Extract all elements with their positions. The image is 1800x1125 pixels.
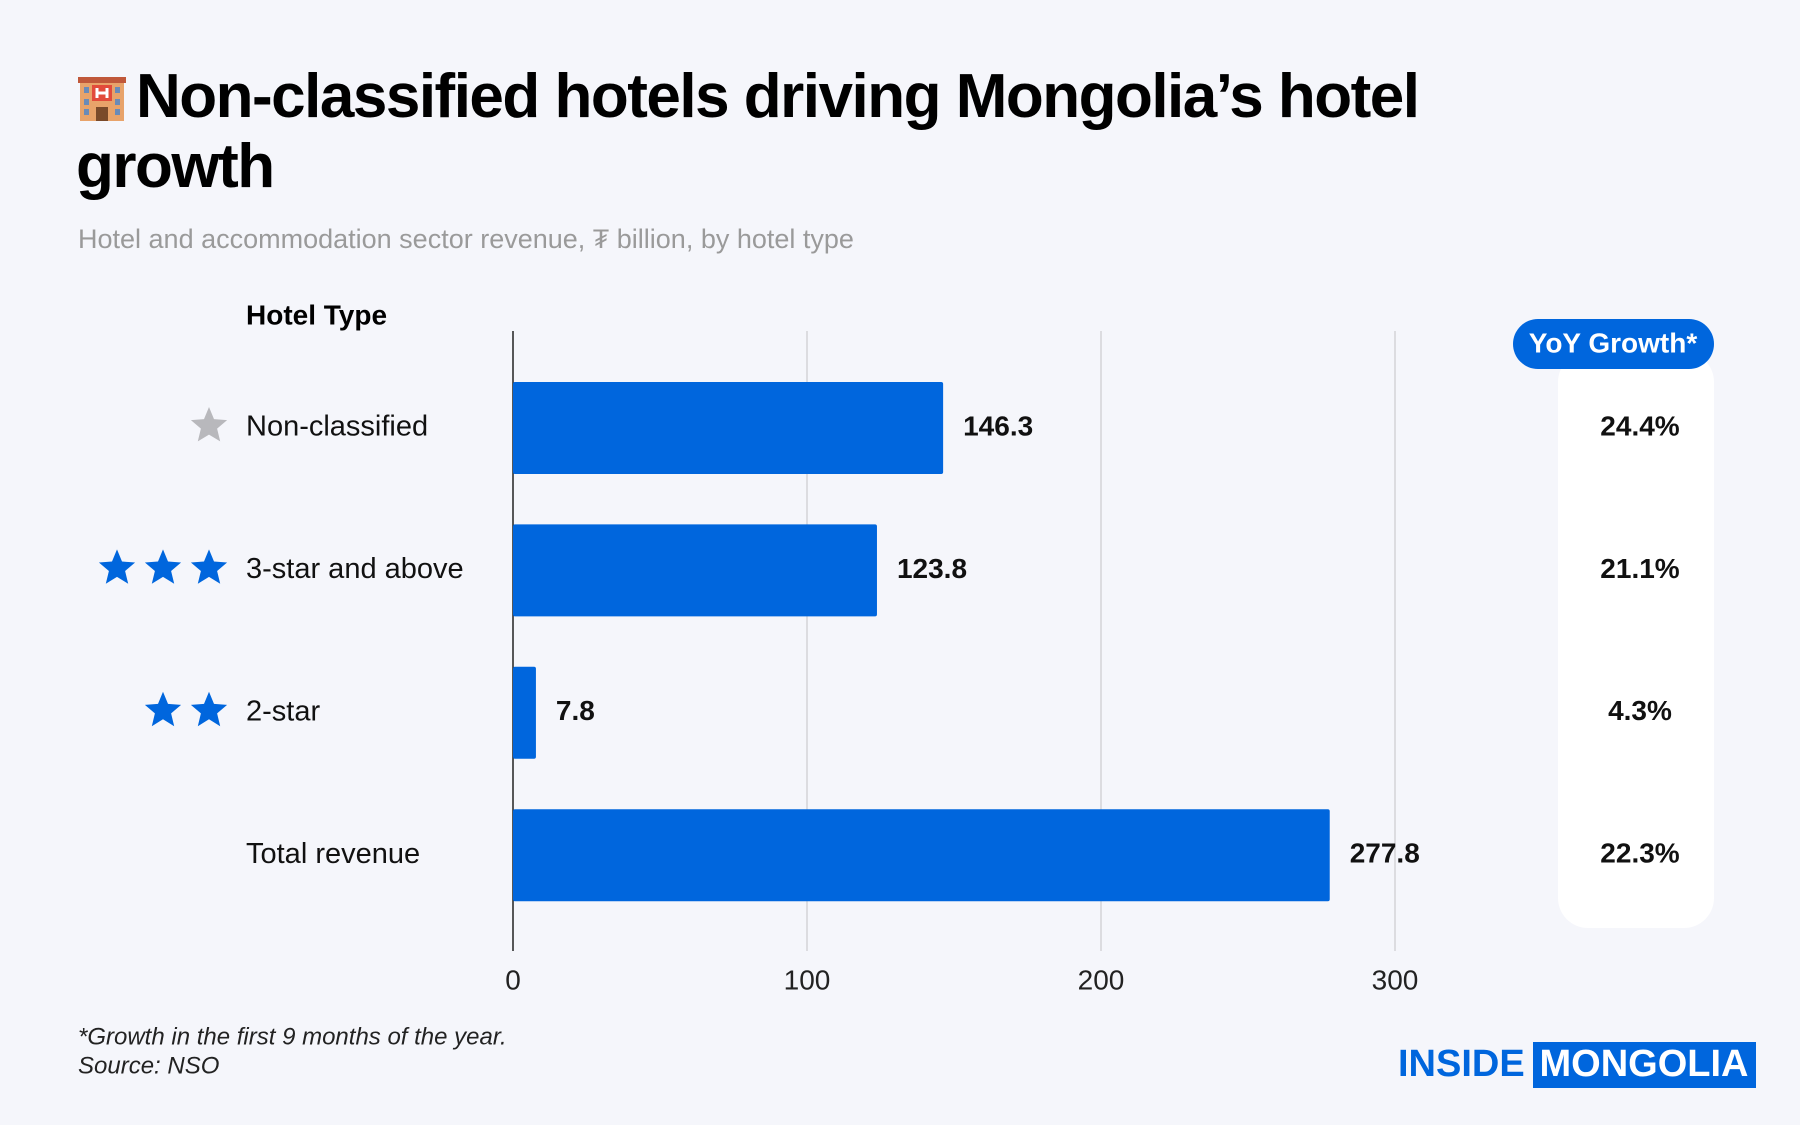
category-label: 3-star and above [246,553,464,585]
value-label: 277.8 [1350,838,1420,869]
star-icon [98,549,136,584]
x-tick-label: 0 [505,964,521,995]
value-label: 123.8 [897,553,967,584]
growth-header: YoY Growth* [1529,327,1698,358]
brand-mongolia: MONGOLIA [1540,1043,1749,1085]
bar [513,809,1330,902]
category-header: Hotel Type [246,299,387,330]
hotel-icon [78,77,126,121]
brand-inside: INSIDE [1398,1043,1525,1085]
x-tick-label: 100 [784,964,831,995]
growth-label: 22.3% [1600,838,1679,869]
footnote: *Growth in the first 9 months of the yea… [78,1023,507,1050]
value-label: 146.3 [963,410,1033,441]
category-label: Total revenue [246,838,420,870]
chart-title: Non-classified hotels driving Mongolia’s… [76,62,1526,202]
x-tick-label: 200 [1078,964,1125,995]
growth-label: 4.3% [1608,695,1672,726]
growth-label: 24.4% [1600,410,1679,441]
source: Source: NSO [78,1052,219,1079]
star-icon [190,407,228,442]
bar [513,524,877,617]
category-label: Non-classified [246,411,428,443]
star-icon [144,549,182,584]
growth-label: 21.1% [1600,553,1679,584]
value-label: 7.8 [556,695,595,726]
chart-title-text: Non-classified hotels driving Mongolia’s… [76,62,1420,201]
bar [513,666,536,759]
star-icon [190,549,228,584]
growth-header-pill [1513,319,1714,369]
x-tick-label: 300 [1372,964,1419,995]
growth-panel [1558,352,1714,928]
category-label: 2-star [246,695,320,727]
chart-subtitle: Hotel and accommodation sector revenue, … [78,224,854,254]
bar [513,382,944,474]
brand-box [1533,1042,1756,1088]
star-icon [190,691,228,727]
star-icon [144,691,182,727]
